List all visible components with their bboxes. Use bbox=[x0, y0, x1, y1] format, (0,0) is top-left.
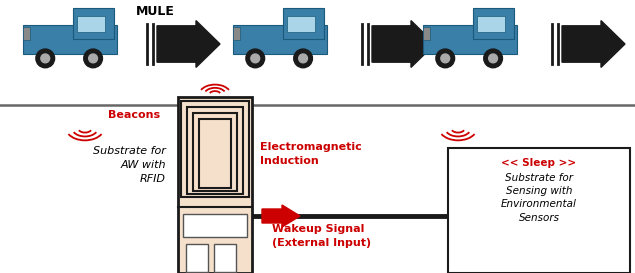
Bar bbox=[23, 26, 30, 40]
Bar bbox=[477, 16, 505, 32]
Text: << Sleep >>: << Sleep >> bbox=[502, 158, 577, 168]
Circle shape bbox=[484, 49, 502, 68]
Circle shape bbox=[84, 49, 102, 68]
Bar bbox=[178, 97, 252, 273]
Bar bbox=[73, 8, 114, 38]
Circle shape bbox=[41, 54, 50, 63]
Bar bbox=[183, 214, 247, 237]
Bar bbox=[283, 8, 324, 38]
Circle shape bbox=[89, 54, 98, 63]
Bar bbox=[424, 26, 430, 40]
Circle shape bbox=[298, 54, 307, 63]
Bar bbox=[199, 119, 231, 188]
Bar bbox=[77, 16, 105, 32]
Bar bbox=[23, 25, 117, 54]
Bar bbox=[286, 16, 315, 32]
Bar bbox=[186, 244, 208, 272]
Bar bbox=[187, 107, 243, 194]
Bar bbox=[181, 101, 249, 197]
Circle shape bbox=[251, 54, 260, 63]
FancyArrow shape bbox=[157, 20, 220, 67]
Bar bbox=[233, 26, 240, 40]
Circle shape bbox=[246, 49, 265, 68]
Circle shape bbox=[489, 54, 497, 63]
Text: Beacons: Beacons bbox=[108, 110, 160, 120]
FancyArrow shape bbox=[562, 20, 625, 67]
FancyArrow shape bbox=[262, 205, 300, 227]
FancyArrow shape bbox=[372, 20, 435, 67]
Bar bbox=[448, 148, 630, 273]
Bar bbox=[214, 244, 236, 272]
Circle shape bbox=[436, 49, 455, 68]
Text: Substrate for
AW with
RFID: Substrate for AW with RFID bbox=[93, 146, 166, 184]
Text: MULE: MULE bbox=[135, 5, 175, 18]
Bar bbox=[233, 25, 327, 54]
Bar bbox=[424, 25, 517, 54]
Bar bbox=[472, 8, 514, 38]
Circle shape bbox=[36, 49, 55, 68]
Text: Substrate for
Sensing with
Environmental
Sensors: Substrate for Sensing with Environmental… bbox=[501, 173, 577, 222]
Circle shape bbox=[441, 54, 450, 63]
Text: Wakeup Signal
(External Input): Wakeup Signal (External Input) bbox=[272, 224, 371, 248]
Circle shape bbox=[294, 49, 312, 68]
Text: Electromagnetic
Induction: Electromagnetic Induction bbox=[260, 142, 362, 166]
Bar bbox=[193, 113, 237, 191]
